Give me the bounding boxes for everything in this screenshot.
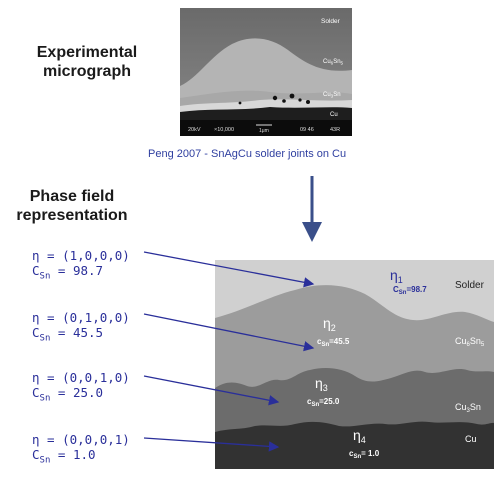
micrograph-label-cu6sn5: Cu6Sn5 (323, 59, 344, 66)
micrograph-voids (238, 93, 310, 105)
arrow-phase-4 (143, 437, 280, 452)
phase-cu6sn5-label: Cu6Sn5 (455, 336, 485, 348)
phase-equation-1: η = (1,0,0,0) CSn = 98.7 (32, 248, 130, 285)
micrograph-code1: 09 46 (300, 127, 314, 133)
arrow-phase-2 (143, 313, 315, 352)
micrograph-caption: Peng 2007 - SnAgCu solder joints on Cu (148, 148, 347, 160)
phase-equation-2: η = (0,1,0,0) CSn = 45.5 (32, 310, 130, 347)
arrow-phase-3 (143, 375, 280, 406)
phase-cu-label: Cu (465, 434, 477, 444)
phase-eta2-label: η2 (323, 315, 336, 333)
phasefield-heading-line2: representation (16, 207, 128, 224)
phase-eta-4: η = (0,0,0,1) (32, 432, 130, 447)
phase-c-3: CSn = 25.0 (32, 385, 104, 404)
micrograph-heading-line1: Experimental (36, 44, 138, 61)
arrow-phase-1 (143, 251, 315, 288)
phase-eta1-conc: CSn=98.7 (393, 285, 427, 296)
micrograph-label-cu: Cu (330, 112, 338, 118)
phasefield-heading-line1: Phase field (29, 188, 115, 205)
micrograph-scale: 1μm (259, 128, 269, 134)
micrograph-code2: 43R (330, 127, 340, 133)
micrograph-heading: Experimental micrograph (12, 43, 162, 81)
phase-eta1-label: η1 (390, 267, 403, 285)
phase-equation-4: η = (0,0,0,1) CSn = 1.0 (32, 432, 130, 469)
micrograph-label-solder: Solder (321, 18, 341, 25)
experimental-micrograph: Solder Cu6Sn5 Cu3Sn Cu 20kV ×10,000 1μm … (180, 8, 352, 136)
phase-equation-3: η = (0,0,1,0) CSn = 25.0 (32, 370, 130, 407)
micrograph-info-bar (180, 120, 352, 136)
phase-solder-label: Solder (455, 280, 485, 291)
micrograph-heading-line2: micrograph (42, 63, 131, 80)
phase-field-image: η1 CSn=98.7 Solder η2 cSn=45.5 Cu6Sn5 η3… (215, 260, 494, 469)
phase-c-4: CSn = 1.0 (32, 447, 96, 466)
phase-eta4-conc: cSn= 1.0 (349, 449, 380, 460)
phase-c-1: CSn = 98.7 (32, 263, 104, 282)
phase-eta-3: η = (0,0,1,0) (32, 370, 130, 385)
phase-eta3-label: η3 (315, 375, 328, 393)
down-arrow-head (302, 222, 322, 242)
micrograph-voltage: 20kV (188, 127, 201, 133)
micrograph-label-cu3sn: Cu3Sn (323, 92, 341, 99)
phase-eta-2: η = (0,1,0,0) (32, 310, 130, 325)
phase-eta4-label: η4 (353, 427, 366, 445)
down-arrow (302, 176, 322, 242)
phase-cu3sn-label: Cu3Sn (455, 402, 481, 414)
micrograph-magnification: ×10,000 (214, 127, 234, 133)
phasefield-heading: Phase field representation (2, 187, 142, 225)
phase-eta-1: η = (1,0,0,0) (32, 248, 130, 263)
phase-c-2: CSn = 45.5 (32, 325, 104, 344)
phase-cu-region (215, 421, 494, 469)
phase-eta2-conc: cSn=45.5 (317, 337, 350, 348)
phase-eta3-conc: cSn=25.0 (307, 397, 340, 408)
